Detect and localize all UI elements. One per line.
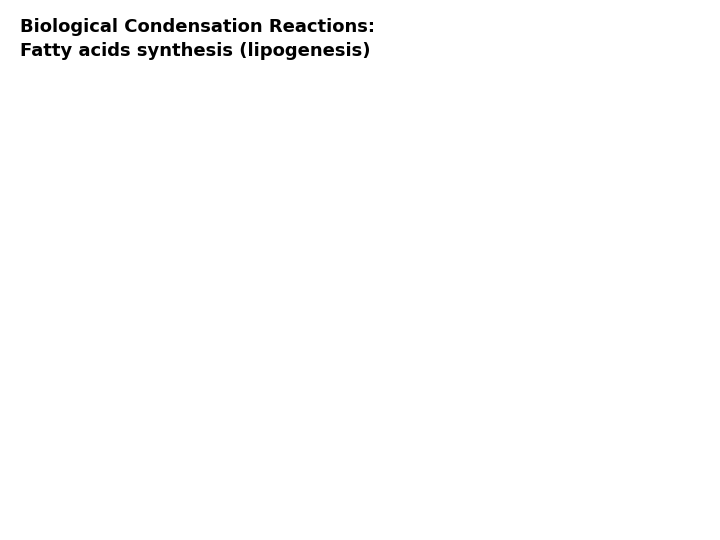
Text: Fatty acids synthesis (lipogenesis): Fatty acids synthesis (lipogenesis) [20,42,371,60]
Text: Biological Condensation Reactions:: Biological Condensation Reactions: [20,18,375,36]
